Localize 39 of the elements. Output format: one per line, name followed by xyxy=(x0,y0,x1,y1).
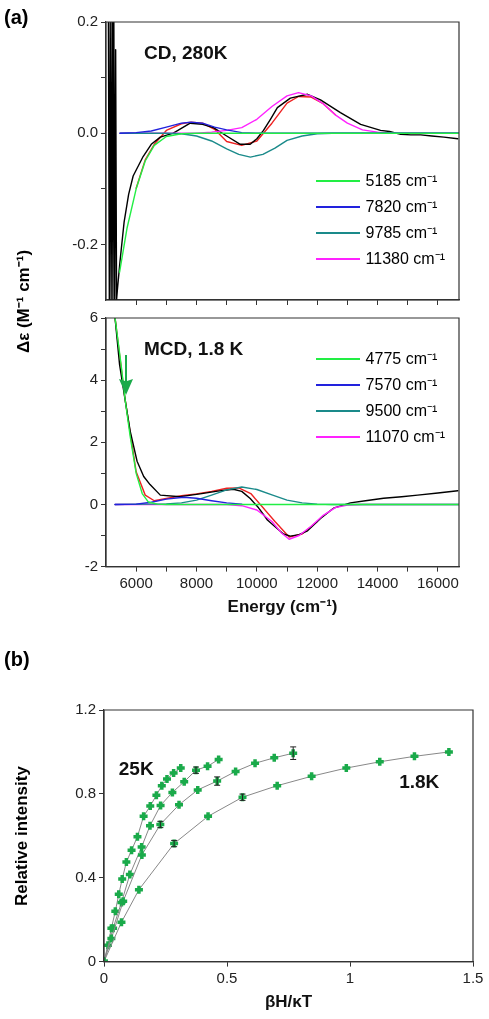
annotation: 25K xyxy=(118,758,154,780)
y-tick-label: 6 xyxy=(89,308,98,326)
x-tick-label: 10000 xyxy=(236,573,278,591)
y-tick-label: 2 xyxy=(89,432,98,450)
y-tick-label: 0.8 xyxy=(75,784,96,802)
legend-label: 5185 cm⁻¹ xyxy=(365,171,438,191)
y-tick-label: 1.2 xyxy=(75,700,96,718)
legend-label: 7820 cm⁻¹ xyxy=(365,197,438,217)
x-tick-label: 8000 xyxy=(179,573,214,591)
y-tick-label: 0 xyxy=(89,494,98,512)
x-tick-label: 6000 xyxy=(119,573,153,591)
chart-title: (b) xyxy=(4,648,30,671)
annotation: 1.8K xyxy=(399,770,440,792)
y-tick-label: 0.2 xyxy=(77,12,98,30)
legend-label: 7570 cm⁻¹ xyxy=(365,375,438,395)
y-tick-label: -0.2 xyxy=(72,234,98,252)
y-axis-title: Relative intensity xyxy=(12,765,31,906)
annotation: MCD, 1.8 K xyxy=(144,337,244,359)
y-tick-label: 4 xyxy=(89,370,98,388)
legend-label: 9500 cm⁻¹ xyxy=(365,401,438,421)
legend-label: 11070 cm⁻¹ xyxy=(365,427,445,447)
y-tick-label: 0.4 xyxy=(75,867,96,885)
x-tick-label: 1.5 xyxy=(462,968,484,986)
y-tick-label: 0.0 xyxy=(77,123,98,141)
chart-title: (a) xyxy=(4,6,29,29)
x-tick-label: 16000 xyxy=(417,573,459,591)
legend-label: 4775 cm⁻¹ xyxy=(365,349,438,369)
annotation: CD, 280K xyxy=(144,41,228,63)
x-tick-label: 1 xyxy=(345,968,355,986)
x-axis-title: βH/κT xyxy=(264,992,313,1012)
x-tick-label: 12000 xyxy=(296,573,339,591)
x-axis-title: Energy (cm⁻¹) xyxy=(227,597,338,617)
y-tick-label: -2 xyxy=(84,556,98,574)
x-tick-label: 14000 xyxy=(356,573,399,591)
y-tick-label: 0 xyxy=(87,951,96,969)
x-tick-label: 0.5 xyxy=(216,968,238,986)
legend-label: 11380 cm⁻¹ xyxy=(365,249,445,269)
y-axis-title: Δε (M⁻¹ cm⁻¹) xyxy=(12,248,34,356)
legend-label: 9785 cm⁻¹ xyxy=(365,223,438,243)
